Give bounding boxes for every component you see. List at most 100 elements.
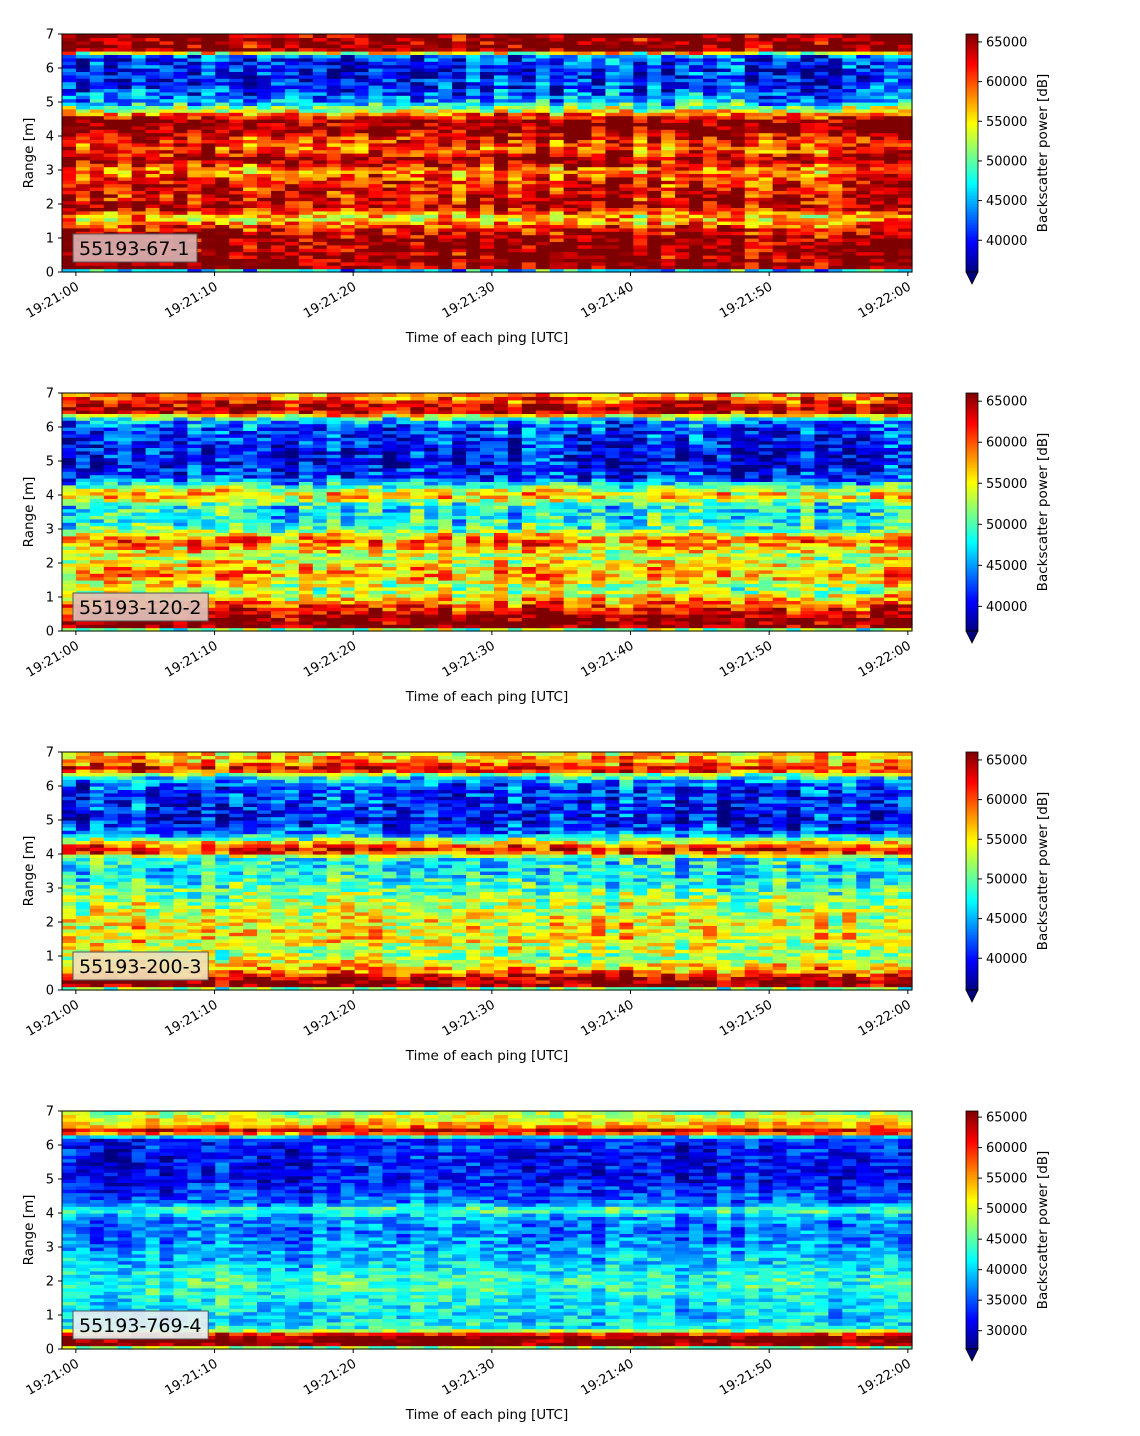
heatmap-cell xyxy=(90,403,105,407)
heatmap-cell xyxy=(480,167,495,171)
y-tick-label: 7 xyxy=(46,28,54,43)
colorbar-tick-label: 45000 xyxy=(986,194,1027,209)
heatmap-cell xyxy=(703,218,718,222)
y-tick-label: 4 xyxy=(46,130,54,145)
heatmap-cell xyxy=(536,245,551,249)
heatmap-cell xyxy=(564,218,579,222)
heatmap-cell xyxy=(382,177,397,181)
heatmap-cell xyxy=(132,454,147,458)
heatmap-cell xyxy=(369,184,384,188)
heatmap-cell xyxy=(452,143,467,147)
heatmap-cell xyxy=(187,211,202,215)
heatmap-cell xyxy=(703,177,718,181)
heatmap-cell xyxy=(759,218,774,222)
heatmap-cell xyxy=(494,228,509,232)
heatmap-cell xyxy=(661,194,676,198)
heatmap-cell xyxy=(564,150,579,154)
heatmap-cell xyxy=(689,177,704,181)
heatmap-cell xyxy=(898,133,913,137)
heatmap-cell xyxy=(438,245,453,249)
heatmap-cell xyxy=(62,454,77,458)
heatmap-cell xyxy=(132,488,147,492)
heatmap-cell xyxy=(842,34,857,38)
heatmap-cell xyxy=(299,252,314,256)
heatmap-cell xyxy=(759,265,774,269)
heatmap-cell xyxy=(898,143,913,147)
heatmap-cell xyxy=(438,143,453,147)
heatmap-cell xyxy=(369,265,384,269)
heatmap-cell xyxy=(355,211,370,215)
heatmap-cell xyxy=(801,245,816,249)
heatmap-cell xyxy=(410,235,425,239)
heatmap-cell xyxy=(592,34,607,38)
heatmap-cell xyxy=(271,235,286,239)
heatmap-cell xyxy=(466,133,481,137)
heatmap-cell xyxy=(146,218,161,222)
heatmap-cell xyxy=(118,194,133,198)
heatmap-cell xyxy=(522,218,537,222)
heatmap-cell xyxy=(550,143,565,147)
heatmap-cell xyxy=(173,194,188,198)
heatmap-cell xyxy=(118,218,133,222)
heatmap-cell xyxy=(745,211,760,215)
heatmap-cell xyxy=(564,228,579,232)
heatmap-cell xyxy=(828,252,843,256)
heatmap-cell xyxy=(229,218,244,222)
heatmap-cell xyxy=(592,133,607,137)
heatmap-cell xyxy=(160,160,175,164)
heatmap-cell xyxy=(201,201,216,205)
heatmap-cell xyxy=(717,184,732,188)
heatmap-cell xyxy=(271,218,286,222)
heatmap-cell xyxy=(508,228,523,232)
heatmap-cell xyxy=(494,194,509,198)
heatmap-cell xyxy=(118,160,133,164)
heatmap-cell xyxy=(271,150,286,154)
heatmap-cell xyxy=(146,454,161,458)
heatmap-cell xyxy=(187,265,202,269)
heatmap-cell xyxy=(661,235,676,239)
heatmap-cell xyxy=(564,194,579,198)
heatmap-cell xyxy=(271,228,286,232)
heatmap-cell xyxy=(619,265,634,269)
heatmap-cell xyxy=(271,245,286,249)
heatmap-cell xyxy=(578,218,593,222)
heatmap-cell xyxy=(369,143,384,147)
heatmap-cell xyxy=(842,228,857,232)
heatmap-cell xyxy=(396,177,411,181)
heatmap-cell xyxy=(160,211,175,215)
heatmap-cell xyxy=(522,194,537,198)
heatmap-cell xyxy=(578,252,593,256)
heatmap-cell xyxy=(62,471,77,475)
heatmap-cell xyxy=(828,160,843,164)
heatmap-cell xyxy=(731,235,746,239)
heatmap-cell xyxy=(341,211,356,215)
heatmap-cell xyxy=(146,177,161,181)
heatmap-cell xyxy=(382,218,397,222)
heatmap-cell xyxy=(382,245,397,249)
heatmap-cell xyxy=(90,160,105,164)
heatmap-cell xyxy=(466,194,481,198)
heatmap-cell xyxy=(703,150,718,154)
heatmap-cell xyxy=(870,150,885,154)
heatmap-cell xyxy=(592,160,607,164)
heatmap-cell xyxy=(104,177,119,181)
heatmap-cell xyxy=(856,194,871,198)
heatmap-cell xyxy=(410,194,425,198)
heatmap-cell xyxy=(452,201,467,205)
heatmap-cell xyxy=(661,245,676,249)
heatmap-cell xyxy=(146,150,161,154)
heatmap-cell xyxy=(215,177,230,181)
heatmap-cell xyxy=(759,177,774,181)
heatmap-cell xyxy=(870,143,885,147)
heatmap-cell xyxy=(550,177,565,181)
heatmap-cell xyxy=(884,218,899,222)
heatmap-cell xyxy=(828,167,843,171)
heatmap-cell xyxy=(814,160,829,164)
heatmap-cell xyxy=(508,167,523,171)
heatmap-cell xyxy=(132,34,147,38)
heatmap-cell xyxy=(160,143,175,147)
heatmap-cell xyxy=(243,194,258,198)
heatmap-cell xyxy=(494,133,509,137)
heatmap-cell xyxy=(480,143,495,147)
heatmap-cell xyxy=(201,228,216,232)
